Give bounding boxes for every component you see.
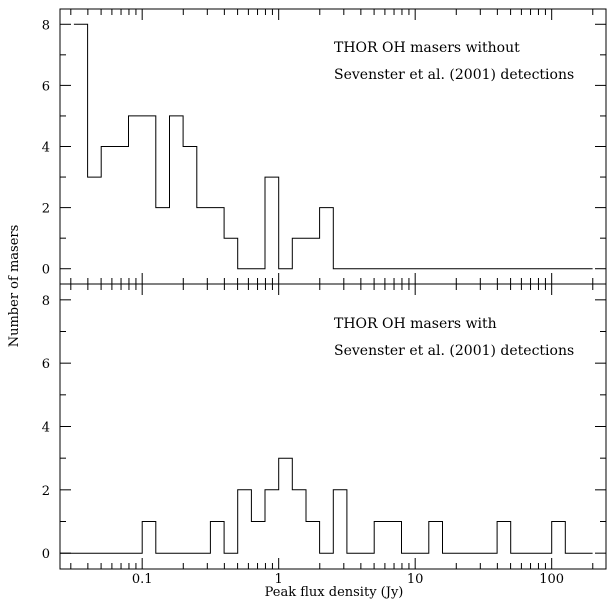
y-tick-label: 0: [42, 263, 50, 278]
bottom-panel-annotation-line-1: THOR OH masers with: [334, 316, 497, 332]
y-tick-label: 2: [42, 484, 50, 499]
y-tick-label: 4: [42, 141, 50, 156]
y-tick-label: 4: [42, 421, 50, 436]
bottom-panel-with-detections: 0 2 4 6 8 0.1 1 10 100: [42, 283, 607, 587]
y-tick-label: 6: [42, 79, 50, 94]
x-axis-label: Peak flux density (Jy): [265, 585, 404, 600]
x-tick-label: 0.1: [132, 572, 153, 587]
y-tick-label: 8: [42, 18, 50, 33]
y-axis-label: Number of masers: [7, 225, 22, 348]
top-panel-annotation-line-1: THOR OH masers without: [334, 40, 520, 56]
histogram-series: [60, 457, 593, 554]
y-tick-label: 8: [42, 294, 50, 309]
top-panel-annotation-line-2: Sevenster et al. (2001) detections: [334, 67, 574, 83]
top-panel-without-detections: 0 2 4 6 8: [42, 8, 607, 285]
y-tick-label: 6: [42, 357, 50, 372]
histogram-series: [73, 23, 593, 270]
bottom-panel-annotation-line-2: Sevenster et al. (2001) detections: [334, 343, 574, 359]
x-tick-label: 1: [275, 572, 283, 587]
y-tick-label: 2: [42, 202, 50, 217]
x-tick-label: 100: [539, 572, 564, 587]
x-tick-label: 10: [407, 572, 424, 587]
y-tick-label: 0: [42, 547, 50, 562]
